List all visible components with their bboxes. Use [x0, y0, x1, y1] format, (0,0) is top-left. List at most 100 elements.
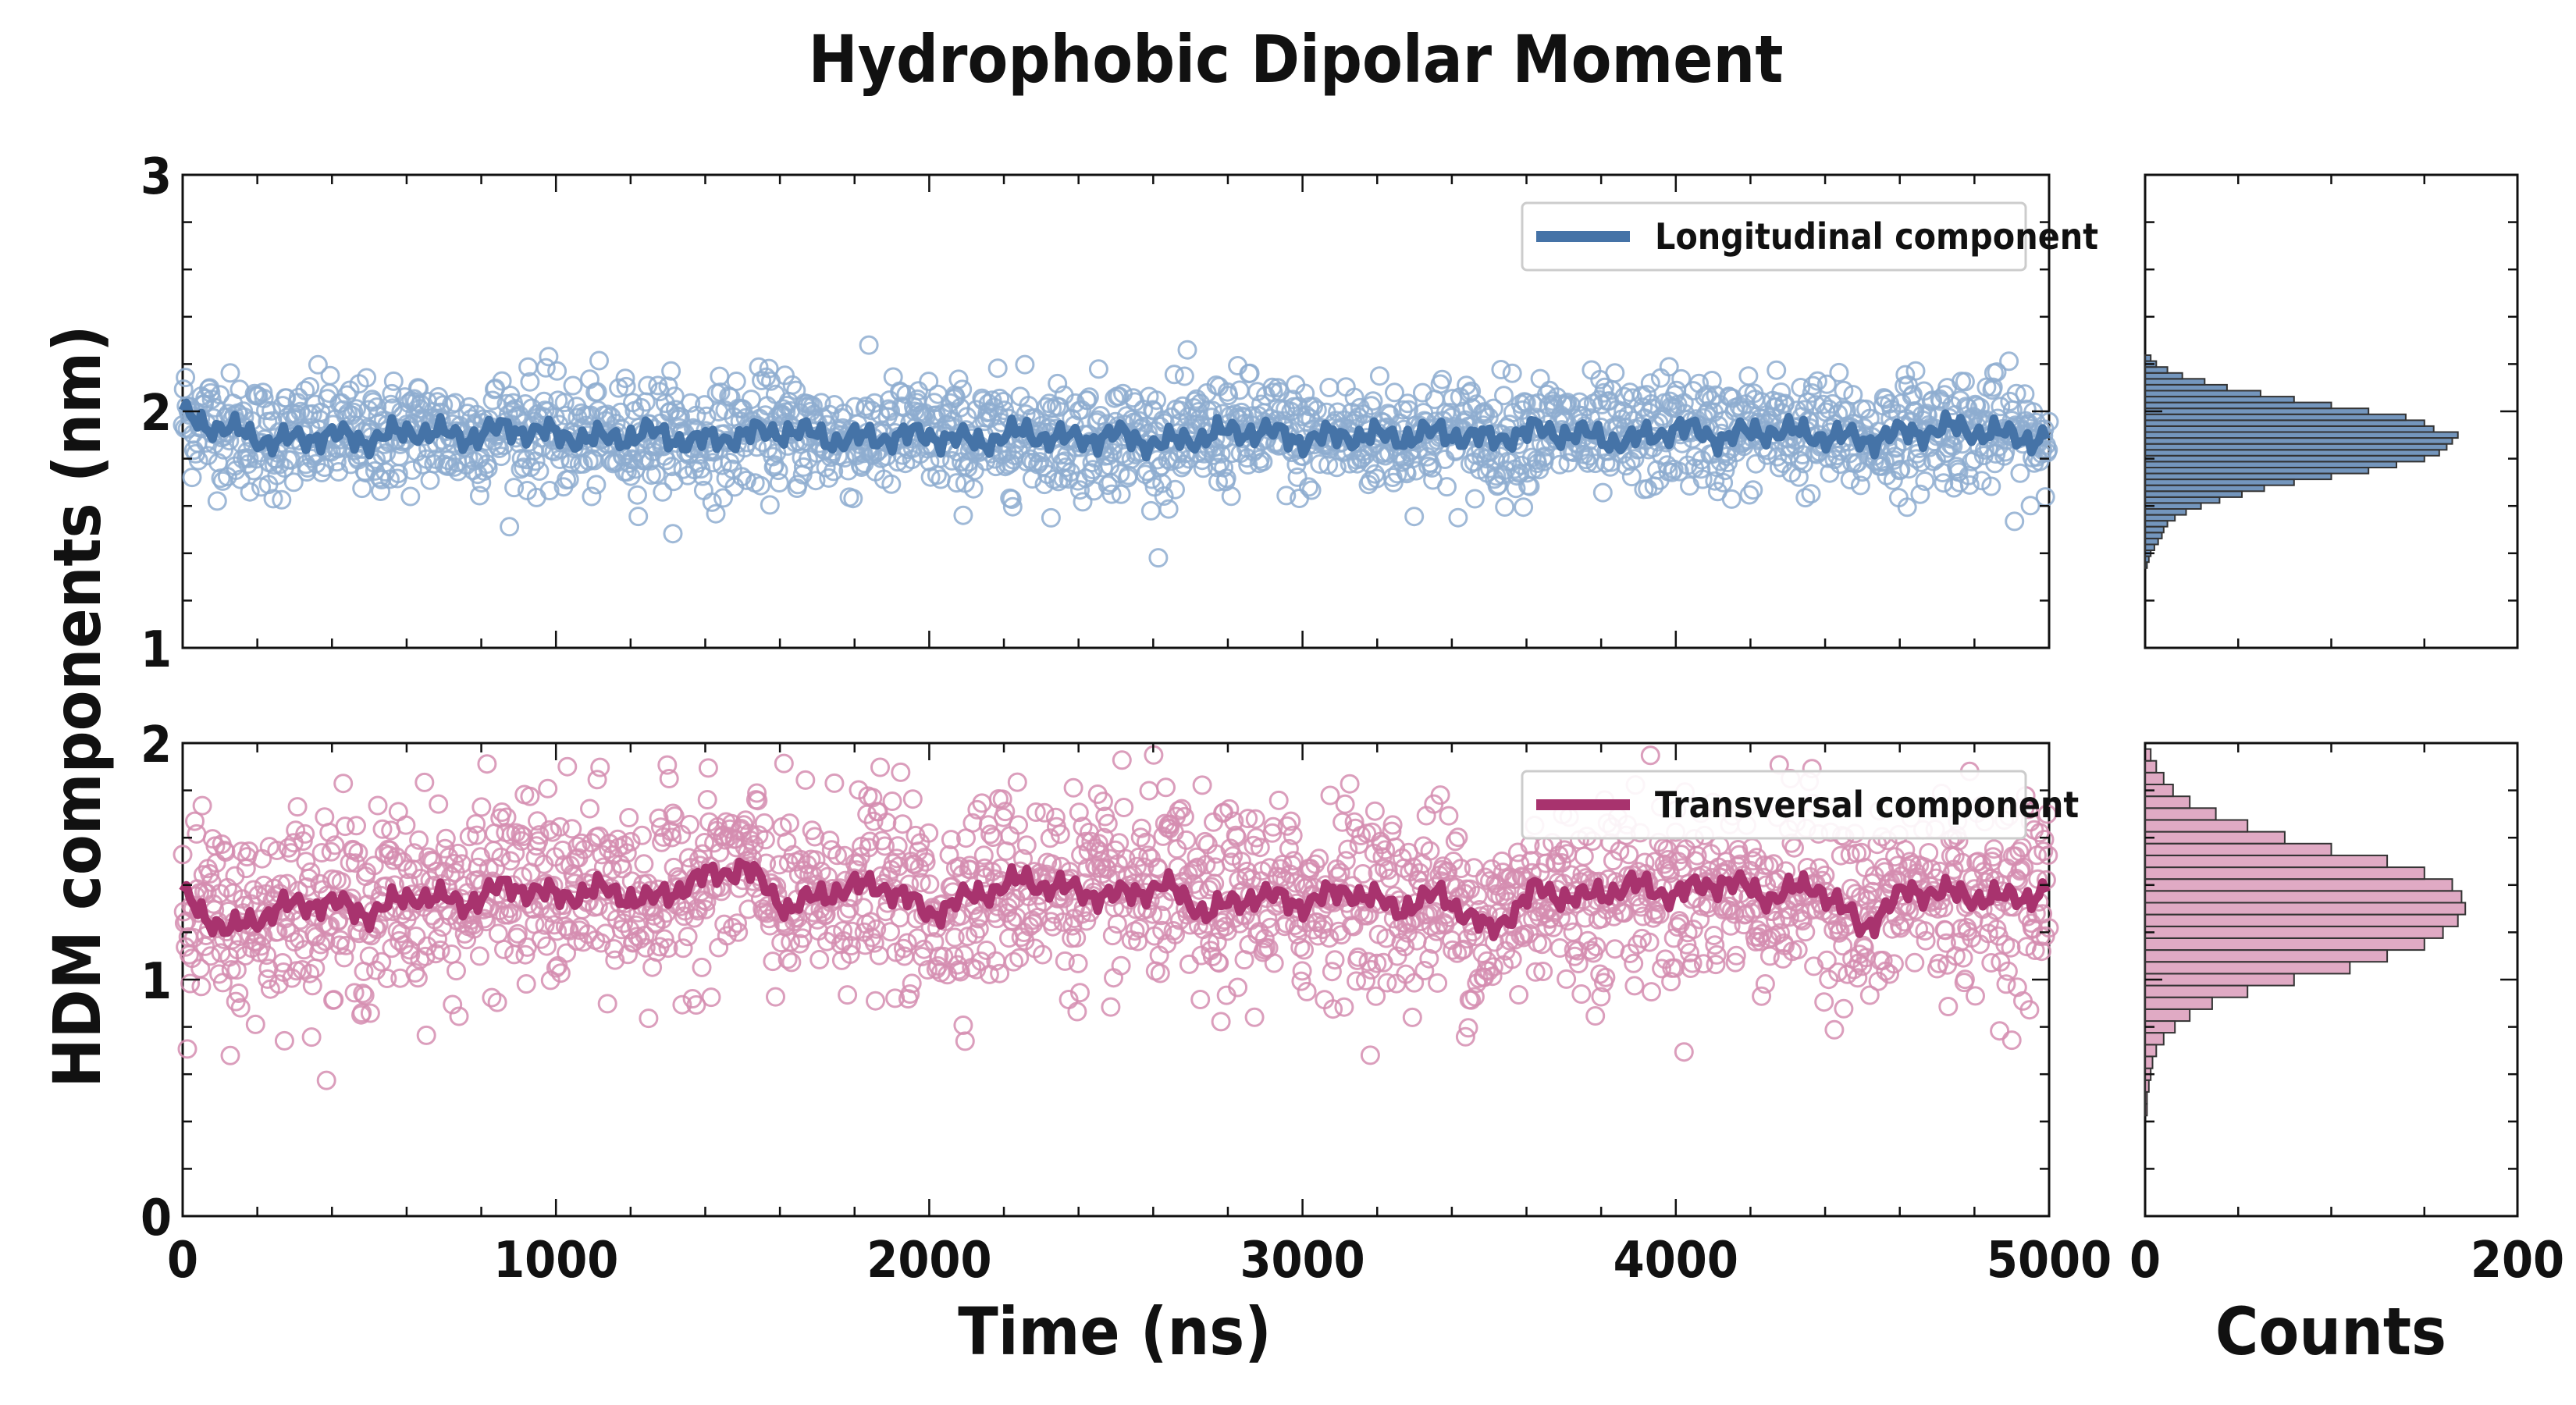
scatter-point — [2005, 511, 2025, 532]
histogram-bar — [2144, 961, 2351, 975]
scatter-point — [482, 987, 502, 1008]
scatter-point — [1833, 936, 1853, 956]
scatter-point — [661, 361, 681, 381]
scatter-point — [1093, 791, 1113, 812]
scatter-point — [1955, 372, 1975, 392]
scatter-point — [325, 835, 345, 855]
y-tick-label: 2 — [141, 717, 172, 774]
scatter-point — [1002, 911, 1023, 931]
scatter-point — [1771, 382, 1791, 402]
histogram-bar — [2144, 795, 2191, 809]
histogram-bar — [2144, 454, 2425, 463]
scatter-point — [870, 757, 890, 777]
histogram-bar — [2144, 396, 2295, 404]
scatter-point — [445, 393, 465, 413]
scatter-point — [1177, 340, 1197, 360]
scatter-point — [1294, 940, 1314, 960]
scatter-point — [1253, 452, 1273, 471]
scatter-point — [487, 992, 507, 1012]
scatter-point — [1816, 950, 1837, 970]
scatter-point — [986, 457, 1006, 477]
scatter-point — [309, 942, 329, 962]
histogram-bar — [2144, 520, 2169, 528]
scatter-point — [1852, 462, 1873, 482]
scatter-point — [887, 848, 907, 869]
scatter-point — [945, 927, 965, 948]
scatter-point — [1680, 943, 1699, 963]
scatter-point — [902, 973, 922, 994]
scatter-point — [1938, 997, 1959, 1016]
scatter-point — [1070, 983, 1090, 1003]
scatter-point — [843, 489, 863, 509]
histogram-bar — [2144, 449, 2440, 457]
scatter-point — [469, 946, 489, 966]
scatter-point — [978, 815, 998, 835]
scatter-point — [1112, 750, 1132, 770]
scatter-point — [952, 379, 973, 400]
scatter-point — [426, 861, 447, 881]
scatter-point — [1628, 934, 1647, 955]
scatter-point — [1004, 951, 1023, 972]
scatter-point — [891, 762, 911, 782]
scatter-point — [1891, 459, 1911, 479]
scatter-point — [1739, 485, 1759, 505]
scatter-point — [187, 823, 207, 844]
scatter-point — [1330, 863, 1350, 883]
scatter-point — [1852, 956, 1873, 976]
scatter-point — [253, 382, 273, 403]
scatter-point — [516, 974, 536, 994]
scatter-point — [2033, 841, 2054, 862]
scatter-point — [1174, 806, 1194, 827]
scatter-point — [230, 998, 251, 1018]
scatter-point — [406, 927, 426, 946]
scatter-point — [1448, 827, 1468, 848]
scatter-point — [496, 807, 517, 827]
scatter-point — [1752, 986, 1772, 1006]
scatter-point — [1201, 877, 1222, 897]
scatter-point — [529, 825, 550, 845]
scatter-point — [702, 492, 722, 512]
scatter-point — [1458, 1018, 1478, 1038]
histogram-bar — [2144, 807, 2217, 821]
histogram-bar — [2144, 937, 2425, 951]
scatter-point — [1704, 926, 1724, 945]
scatter-point — [1658, 849, 1678, 870]
scatter-point — [1133, 400, 1154, 419]
scatter-point — [1491, 360, 1511, 379]
scatter-point — [477, 754, 497, 774]
scatter-point — [295, 823, 315, 844]
scatter-point — [1002, 496, 1023, 517]
scatter-point — [1943, 436, 1963, 457]
scatter-point — [1228, 977, 1248, 998]
scatter-point — [1996, 974, 2016, 994]
scatter-point — [400, 944, 421, 965]
scatter-point — [1550, 454, 1570, 475]
histogram-bar — [2144, 383, 2228, 392]
histogram-bar — [2144, 973, 2295, 987]
scatter-point — [415, 772, 435, 792]
scatter-point — [881, 401, 901, 422]
scatter-point — [466, 814, 486, 834]
scatter-point — [1367, 953, 1387, 973]
scatter-point — [442, 944, 461, 964]
scatter-point — [1340, 774, 1360, 794]
scatter-point — [1910, 484, 1930, 504]
scatter-point — [1448, 507, 1468, 528]
scatter-point — [839, 898, 859, 919]
scatter-point — [1164, 365, 1184, 385]
scatter-point — [1015, 354, 1035, 375]
scatter-point — [617, 843, 637, 863]
scatter-point — [1929, 953, 1949, 973]
scatter-point — [1784, 838, 1804, 858]
scatter-point — [1430, 785, 1450, 806]
scatter-point — [1880, 964, 1899, 984]
scatter-point — [654, 929, 674, 949]
scatter-point — [1574, 846, 1594, 866]
scatter-point — [1190, 990, 1211, 1009]
scatter-point — [818, 866, 838, 887]
scatter-point — [239, 448, 259, 468]
scatter-point — [488, 923, 508, 944]
scatter-point — [1633, 397, 1653, 418]
scatter-point — [1795, 488, 1816, 508]
histogram-bar — [2144, 561, 2148, 569]
